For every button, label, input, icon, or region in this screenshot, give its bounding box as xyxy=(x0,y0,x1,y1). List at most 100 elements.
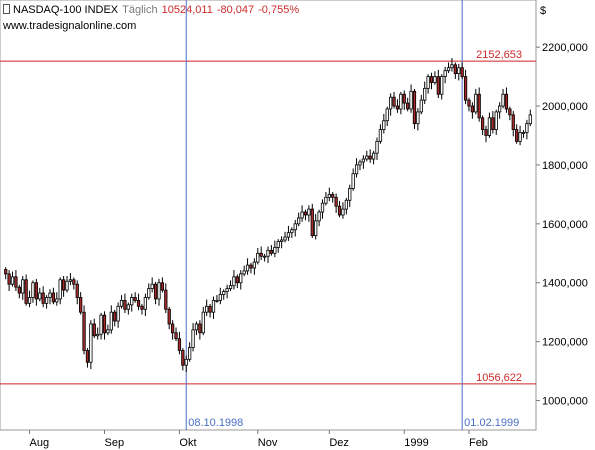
candle xyxy=(17,284,21,299)
candle xyxy=(58,277,62,305)
period-label: Täglich xyxy=(122,4,158,16)
hline-label: 1056,622 xyxy=(476,372,522,384)
candle xyxy=(341,202,345,219)
candle xyxy=(181,348,185,371)
currency-symbol: $ xyxy=(540,5,546,17)
candle xyxy=(273,240,277,258)
x-tick-label: Sep xyxy=(104,437,124,449)
candle xyxy=(419,94,423,115)
candle xyxy=(160,277,165,293)
candle xyxy=(153,281,158,305)
candle xyxy=(34,278,38,306)
candle xyxy=(61,275,66,297)
candle xyxy=(140,303,144,315)
candle xyxy=(262,253,267,262)
last-price: 10524,011 xyxy=(161,4,213,16)
candle xyxy=(433,71,437,85)
candle xyxy=(406,97,410,112)
candle xyxy=(423,81,427,104)
candle xyxy=(109,305,113,334)
candle xyxy=(521,130,526,138)
candle xyxy=(119,295,124,309)
candle xyxy=(51,287,56,305)
candle xyxy=(375,137,379,160)
candle xyxy=(450,58,454,72)
candle xyxy=(259,246,263,261)
x-tick-label: Dez xyxy=(329,437,349,449)
hline-label: 2152,653 xyxy=(476,49,522,61)
candle xyxy=(201,306,205,336)
candle xyxy=(358,159,362,171)
candle xyxy=(334,193,338,213)
candle xyxy=(89,320,93,370)
x-tick-label: Aug xyxy=(30,437,50,449)
candle xyxy=(474,88,478,115)
candle xyxy=(96,327,100,340)
candle xyxy=(460,62,464,79)
horizontal-lines: 2152,653 1056,622 xyxy=(0,49,536,385)
candle xyxy=(208,303,212,318)
candle xyxy=(184,355,188,372)
candle xyxy=(286,225,291,241)
candle xyxy=(133,292,137,303)
candle xyxy=(307,205,311,222)
candle xyxy=(491,111,495,134)
candle xyxy=(480,115,485,135)
candle xyxy=(276,239,280,253)
candle xyxy=(218,287,222,305)
candle xyxy=(426,74,430,94)
candle xyxy=(191,323,195,352)
candle xyxy=(222,289,226,300)
source-url: www.tradesignalonline.com xyxy=(3,20,137,32)
candles xyxy=(4,58,532,372)
candle xyxy=(348,184,352,208)
candle xyxy=(446,62,451,74)
candle xyxy=(402,90,406,110)
candle xyxy=(290,227,294,238)
y-tick-label: 1200,000 xyxy=(542,337,588,349)
candle xyxy=(150,277,154,293)
candle xyxy=(457,63,461,81)
candle xyxy=(188,342,192,362)
candle xyxy=(310,203,314,238)
candle xyxy=(467,97,471,112)
candle xyxy=(228,280,233,291)
y-tick-label: 2200,000 xyxy=(542,42,588,54)
x-tick-label: 1999 xyxy=(404,437,428,449)
y-tick-label: 1000,000 xyxy=(542,396,588,408)
candle xyxy=(249,262,253,274)
candle xyxy=(235,274,239,289)
candle xyxy=(126,302,130,315)
candle xyxy=(205,299,209,317)
candle xyxy=(501,88,505,109)
candle xyxy=(252,258,257,275)
candle xyxy=(470,102,475,119)
candle xyxy=(269,245,274,256)
candle xyxy=(412,88,417,129)
candle xyxy=(14,270,18,291)
candle xyxy=(300,205,304,222)
instrument-square-icon[interactable] xyxy=(3,4,10,14)
candle xyxy=(177,331,182,355)
candle xyxy=(518,125,522,146)
candle xyxy=(174,327,178,342)
candle xyxy=(4,267,8,280)
candle xyxy=(331,192,335,203)
candle xyxy=(48,289,52,305)
candle xyxy=(225,284,229,299)
candle xyxy=(27,290,32,308)
candle xyxy=(484,125,488,143)
candle xyxy=(157,278,161,306)
candle xyxy=(215,295,219,303)
candle xyxy=(351,168,355,191)
candle xyxy=(92,318,96,339)
candle xyxy=(239,270,243,290)
candle xyxy=(24,274,28,306)
y-tick-label: 1600,000 xyxy=(542,219,588,231)
candle xyxy=(504,87,509,113)
candle xyxy=(440,74,444,100)
candle xyxy=(31,280,35,303)
y-tick-label: 1400,000 xyxy=(542,278,588,290)
candle xyxy=(361,155,366,169)
